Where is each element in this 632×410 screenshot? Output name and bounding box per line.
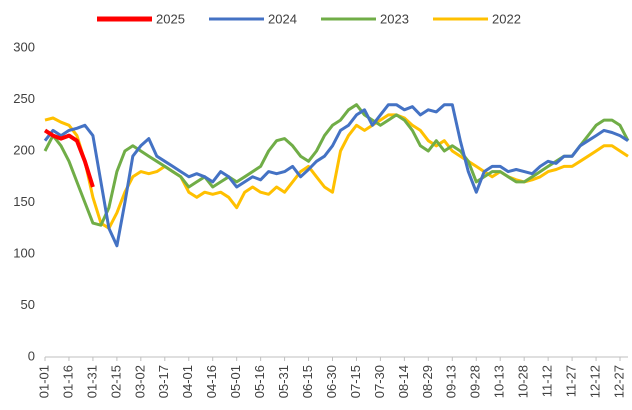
series-line [43,128,95,188]
x-tick-label: 04-01 [180,365,195,398]
x-tick-label: 03-02 [132,365,147,398]
x-tick-label: 08-14 [396,365,411,398]
x-tick-label: 04-16 [204,365,219,398]
y-tick-label: 200 [13,142,35,157]
legend-label: 2023 [380,11,409,26]
y-tick-label: 50 [21,297,35,312]
x-tick-label: 05-01 [228,365,243,398]
legend-label: 2025 [156,11,185,26]
x-tick-label: 11-12 [540,365,555,397]
y-tick-label: 150 [13,194,35,209]
x-tick-label: 12-27 [611,365,626,398]
x-tick-label: 12-12 [587,365,602,398]
y-tick-label: 300 [13,39,35,54]
x-tick-label: 01-01 [36,365,51,398]
x-tick-label: 03-17 [156,365,171,398]
x-tick-label: 07-15 [348,365,363,398]
x-tick-label: 10-13 [492,365,507,398]
series-line [43,103,630,227]
x-tick-label: 06-15 [300,365,315,398]
x-tick-label: 01-16 [60,365,75,398]
series-line [44,113,629,230]
x-tick-label: 10-28 [516,365,531,398]
x-tick-label: 06-30 [324,365,339,398]
x-tick-label: 02-15 [108,365,123,398]
x-tick-label: 05-16 [252,365,267,398]
x-tick-label: 08-29 [420,365,435,398]
y-tick-label: 100 [13,245,35,260]
legend-label: 2022 [492,11,521,26]
x-tick-label: 05-31 [276,365,291,398]
x-tick-label: 07-30 [372,365,387,398]
x-tick-label: 09-28 [468,365,483,398]
y-tick-label: 250 [13,91,35,106]
x-tick-label: 09-13 [444,365,459,398]
series-line [43,103,629,248]
y-tick-label: 0 [28,348,35,363]
x-tick-label: 11-27 [564,365,579,397]
legend-label: 2024 [268,11,297,26]
x-tick-label: 01-31 [84,365,99,398]
